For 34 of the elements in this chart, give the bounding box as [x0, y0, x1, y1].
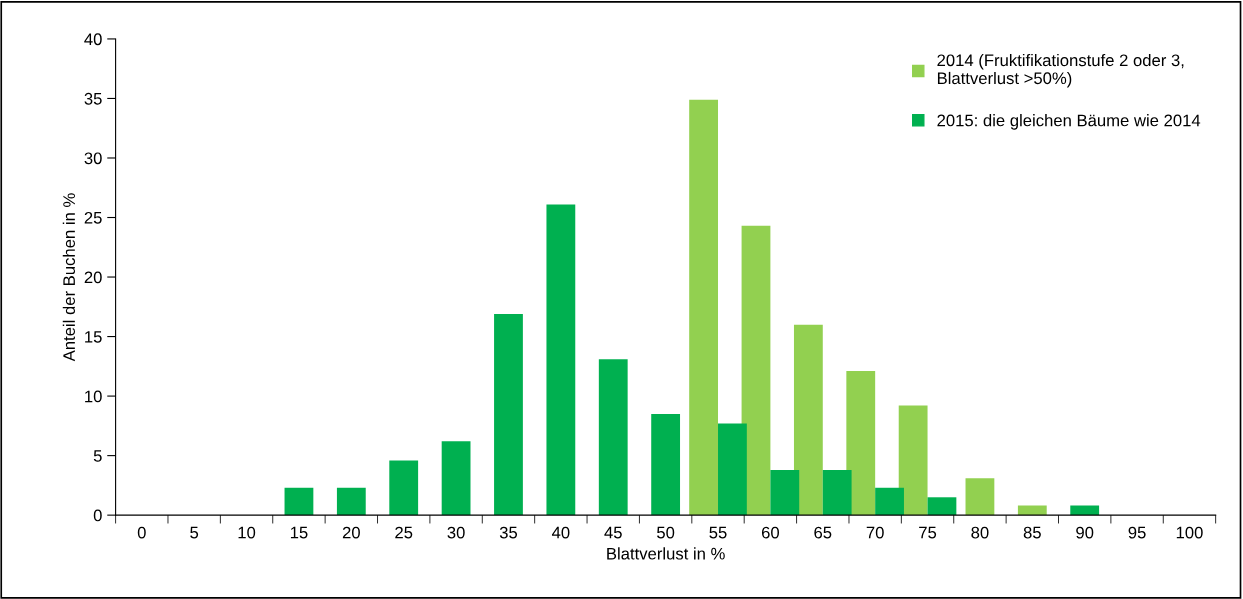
x-tick-label: 25	[395, 526, 413, 539]
x-tick-label: 40	[551, 526, 570, 539]
y-tick-label: 15	[85, 331, 102, 343]
legend-label: 2014 (Fruktifikationstufe 2 oder 3, Blattverlust >50%)	[937, 53, 1184, 88]
x-tick-label: 5	[190, 526, 199, 539]
x-tick-label: 35	[499, 526, 518, 539]
x-tick-label: 60	[761, 526, 780, 539]
x-tick-label: 80	[971, 526, 989, 539]
y-tick-label: 35	[84, 92, 102, 105]
x-tick-label: 55	[709, 526, 727, 539]
y-tick-label: 30	[84, 152, 102, 165]
y-tick-label: 20	[84, 271, 102, 284]
x-tick-label: 10	[238, 526, 256, 539]
x-tick-label: 70	[866, 526, 884, 539]
y-tick-label: 5	[93, 450, 102, 462]
x-tick-label: 75	[919, 526, 937, 539]
x-tick-label: 45	[604, 526, 622, 539]
x-axis-title: Blattverlust in %	[607, 547, 725, 560]
y-tick-label: 10	[85, 390, 102, 403]
y-axis-title: Anteil der Buchen in %	[62, 193, 76, 362]
x-tick-label: 100	[1176, 526, 1203, 539]
x-tick-label: 15	[290, 526, 308, 539]
y-tick-label: 40	[84, 33, 102, 46]
x-tick-label: 65	[814, 526, 832, 539]
y-tick-label: 0	[93, 509, 102, 522]
x-tick-label: 0	[137, 526, 146, 539]
x-tick-label: 50	[657, 526, 675, 539]
x-tick-label: 20	[342, 526, 360, 539]
x-tick-label: 90	[1076, 526, 1094, 539]
x-tick-label: 85	[1023, 526, 1041, 539]
x-tick-label: 95	[1128, 526, 1146, 539]
legend-label: 2015: die gleichen Bäume wie 2014	[937, 114, 1201, 130]
y-tick-label: 25	[84, 211, 102, 224]
x-tick-label: 30	[447, 526, 465, 539]
